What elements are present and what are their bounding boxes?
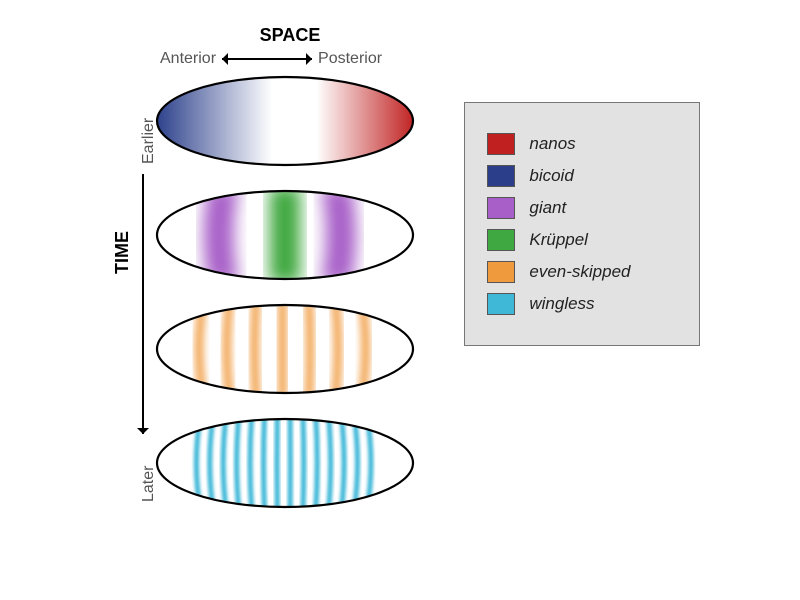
legend-item: bicoid (487, 165, 677, 187)
legend-item: nanos (487, 133, 677, 155)
legend-swatch (487, 197, 515, 219)
legend-swatch (487, 293, 515, 315)
legend-label: giant (529, 198, 566, 218)
legend-label: even-skipped (529, 262, 630, 282)
anterior-posterior-axis: Anterior Posterior (160, 50, 420, 68)
legend-label: wingless (529, 294, 594, 314)
space-arrow-icon (222, 58, 312, 60)
legend-label: nanos (529, 134, 575, 154)
legend-swatch (487, 133, 515, 155)
anterior-label: Anterior (160, 50, 216, 68)
embryo-stack (155, 74, 424, 510)
embryo-stage-2-giant-kruppel (155, 188, 415, 282)
axis-space-label: SPACE (160, 25, 420, 46)
legend-item: Krüppel (487, 229, 677, 251)
axis-time-label: TIME (112, 231, 133, 274)
legend-box: nanos bicoid giant Krüppel even-skipped wingl… (464, 102, 700, 346)
embryo-stage-4-wingless (155, 416, 415, 510)
legend-item: giant (487, 197, 677, 219)
legend-label: bicoid (529, 166, 573, 186)
legend-swatch (487, 229, 515, 251)
main-row: Earlier TIME Later nanos bicoid giant Krüpp… (100, 74, 700, 514)
legend-item: even-skipped (487, 261, 677, 283)
legend-item: wingless (487, 293, 677, 315)
time-arrow-icon (142, 174, 144, 434)
legend-swatch (487, 261, 515, 283)
diagram-root: SPACE Anterior Posterior Earlier TIME La… (100, 25, 700, 514)
embryo-stage-1-bicoid-nanos (155, 74, 415, 168)
time-axis: Earlier TIME Later (100, 74, 155, 514)
legend-label: Krüppel (529, 230, 588, 250)
posterior-label: Posterior (318, 50, 382, 68)
embryo-stage-3-even-skipped (155, 302, 415, 396)
legend-swatch (487, 165, 515, 187)
